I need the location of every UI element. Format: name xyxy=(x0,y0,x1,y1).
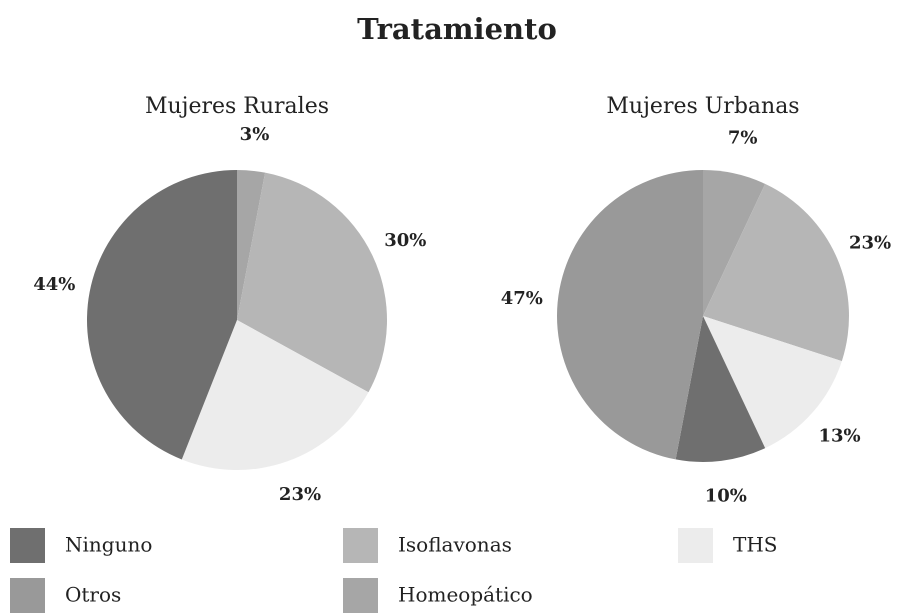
legend-swatch xyxy=(343,578,378,613)
data-label: 7% xyxy=(728,127,758,148)
pie-slice xyxy=(703,183,849,362)
legend-swatch xyxy=(343,528,378,563)
legend-swatch xyxy=(10,528,45,563)
data-label: 47% xyxy=(501,288,543,309)
data-label: 10% xyxy=(705,486,747,507)
data-label: 13% xyxy=(818,425,860,446)
legend-label: Homeopático xyxy=(398,583,533,607)
legend-label: Ninguno xyxy=(65,533,152,557)
pie-slice xyxy=(237,170,266,320)
legend-label: Otros xyxy=(65,583,121,607)
pie-slice xyxy=(86,170,237,460)
pie-title: Mujeres Rurales xyxy=(145,94,329,119)
pie-slice xyxy=(675,316,766,462)
legend-label: THS xyxy=(733,533,777,557)
data-label: 30% xyxy=(384,230,426,251)
pie-slice xyxy=(556,170,703,460)
chart-title: Tratamiento xyxy=(357,12,557,46)
legend-label: Isoflavonas xyxy=(398,533,512,557)
legend-swatch xyxy=(678,528,713,563)
data-label: 44% xyxy=(33,274,75,295)
data-label: 3% xyxy=(240,124,270,145)
data-label: 23% xyxy=(279,484,321,505)
pie-slice xyxy=(703,170,766,316)
pie-slice xyxy=(703,316,842,449)
legend-swatch xyxy=(10,578,45,613)
pie-slice xyxy=(181,320,369,470)
data-label: 23% xyxy=(849,233,891,254)
pie-title: Mujeres Urbanas xyxy=(606,94,799,119)
pie-slice xyxy=(237,172,388,393)
